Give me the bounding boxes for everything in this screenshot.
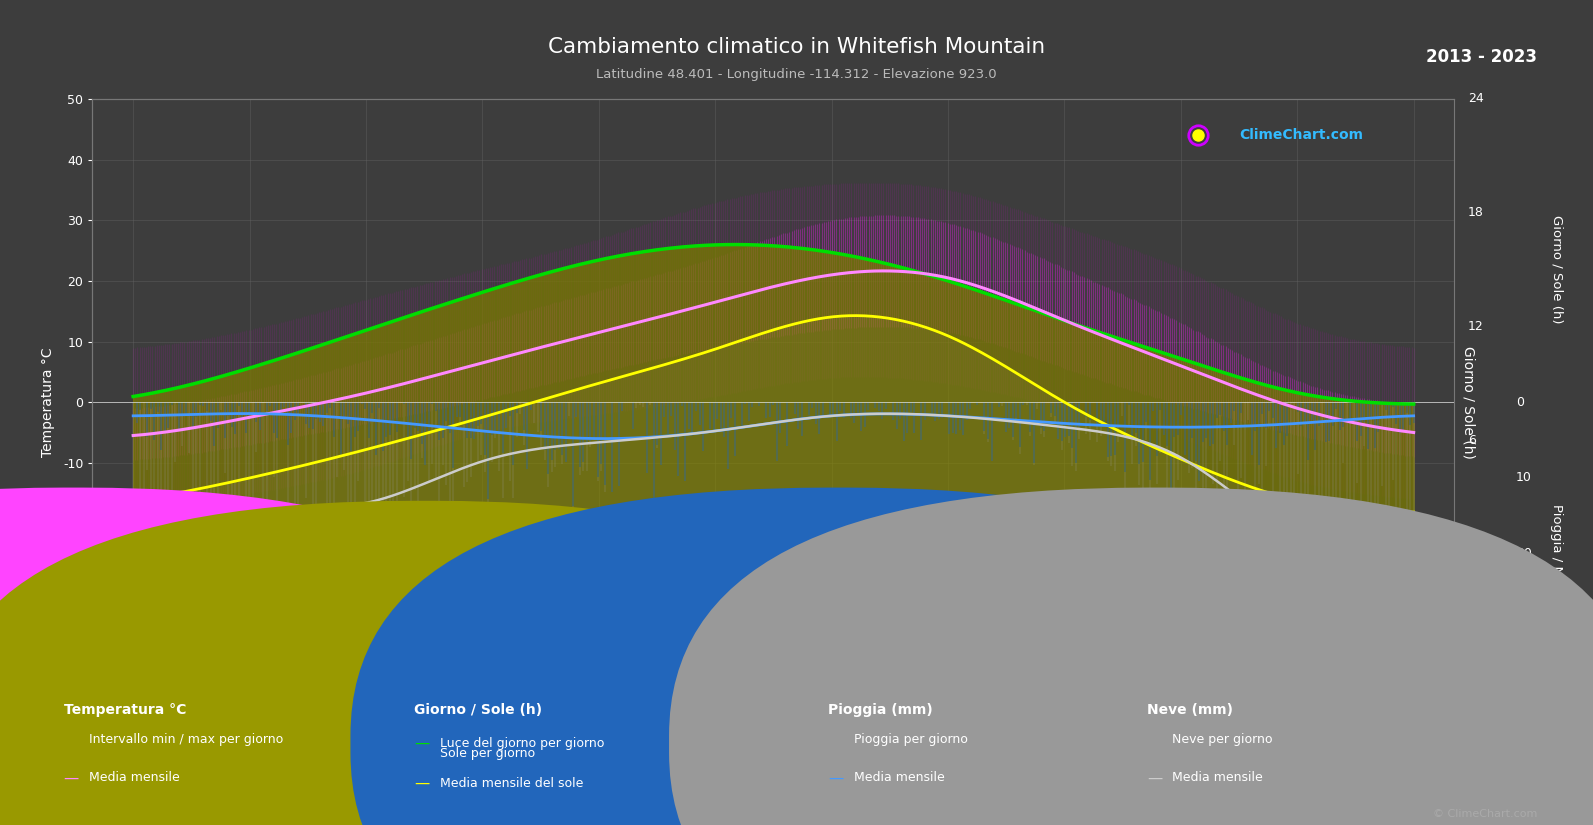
Text: Media mensile: Media mensile bbox=[854, 771, 945, 785]
Text: Sole per giorno: Sole per giorno bbox=[440, 747, 535, 761]
Y-axis label: Temperatura °C: Temperatura °C bbox=[40, 347, 54, 457]
Text: Pioggia per giorno: Pioggia per giorno bbox=[854, 733, 967, 747]
Text: Giorno / Sole (h): Giorno / Sole (h) bbox=[414, 703, 542, 717]
Text: ClimeChart.com: ClimeChart.com bbox=[1239, 129, 1364, 143]
Text: Pioggia (mm): Pioggia (mm) bbox=[828, 703, 933, 717]
Text: Intervallo min / max per giorno: Intervallo min / max per giorno bbox=[89, 733, 284, 747]
Text: Giorno / Sole (h): Giorno / Sole (h) bbox=[1550, 214, 1563, 323]
Text: —: — bbox=[414, 736, 430, 751]
Text: Neve (mm): Neve (mm) bbox=[1147, 703, 1233, 717]
Text: Cambiamento climatico in Whitefish Mountain: Cambiamento climatico in Whitefish Mount… bbox=[548, 37, 1045, 57]
Text: —: — bbox=[64, 771, 80, 785]
Text: —: — bbox=[1147, 771, 1163, 785]
Text: 0: 0 bbox=[1515, 396, 1523, 408]
Text: Latitudine 48.401 - Longitudine -114.312 - Elevazione 923.0: Latitudine 48.401 - Longitudine -114.312… bbox=[596, 68, 997, 81]
Text: —: — bbox=[414, 776, 430, 791]
Text: Luce del giorno per giorno: Luce del giorno per giorno bbox=[440, 737, 604, 750]
Text: © ClimeChart.com: © ClimeChart.com bbox=[1432, 808, 1537, 818]
Text: ClimeChart.com: ClimeChart.com bbox=[170, 625, 301, 640]
Text: Media mensile del sole: Media mensile del sole bbox=[440, 777, 583, 790]
Text: Neve per giorno: Neve per giorno bbox=[1172, 733, 1273, 747]
Y-axis label: Giorno / Sole (h): Giorno / Sole (h) bbox=[1461, 346, 1475, 459]
Text: 2013 - 2023: 2013 - 2023 bbox=[1426, 48, 1537, 66]
Text: Pioggia / Neve (mm): Pioggia / Neve (mm) bbox=[1550, 504, 1563, 640]
Text: 20: 20 bbox=[1515, 547, 1531, 560]
Text: 24: 24 bbox=[1469, 92, 1483, 106]
Text: 40: 40 bbox=[1515, 699, 1531, 712]
Text: Media mensile: Media mensile bbox=[89, 771, 180, 785]
Text: —: — bbox=[828, 771, 844, 785]
Text: 0: 0 bbox=[1469, 547, 1477, 560]
Text: Media mensile: Media mensile bbox=[1172, 771, 1263, 785]
Text: 10: 10 bbox=[1515, 471, 1531, 484]
Text: Temperatura °C: Temperatura °C bbox=[64, 703, 186, 717]
Text: 18: 18 bbox=[1469, 206, 1485, 219]
Text: 30: 30 bbox=[1515, 623, 1531, 636]
Text: 12: 12 bbox=[1469, 320, 1483, 333]
Text: 6: 6 bbox=[1469, 434, 1475, 446]
